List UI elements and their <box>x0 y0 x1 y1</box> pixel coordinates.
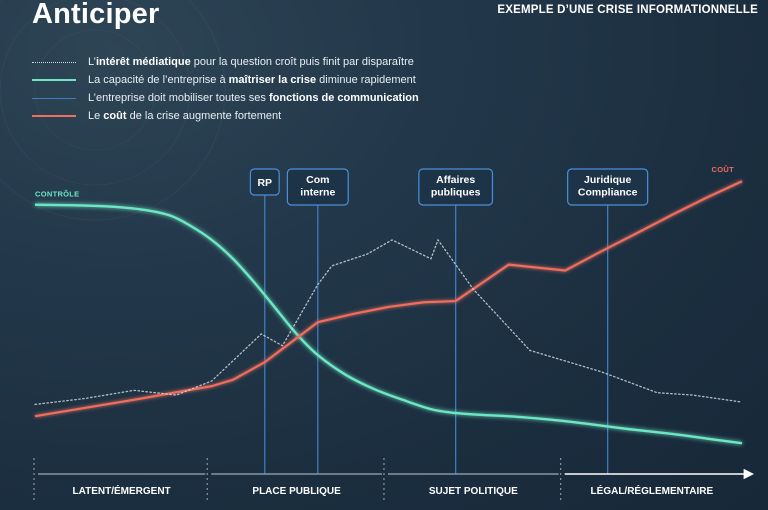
phase-axis: LATENT/ÉMERGENT PLACE PUBLIQUE SUJET POLIT… <box>33 458 755 500</box>
series-line-control <box>34 203 743 445</box>
function-label-affaires-publiques: Affaires publiques <box>431 174 481 199</box>
decor-arc <box>0 0 226 221</box>
legend-item-cost: Le coût de la crise augmente fortement <box>32 107 419 125</box>
legend-item-control: La capacité de l’entreprise à maîtriser … <box>32 71 419 89</box>
phase-label-place-publique: PLACE PUBLIQUE <box>252 486 341 497</box>
decor-arc <box>35 30 155 150</box>
series-label-control: CONTRÔLE <box>35 190 79 199</box>
legend-text-communication: L’entreprise doit mobiliser toutes ses f… <box>88 92 419 104</box>
page-title: Anticiper <box>32 0 160 30</box>
page-subtitle: EXEMPLE D’UNE CRISE INFORMATIONNELLE <box>497 4 758 16</box>
decor-arc <box>0 0 191 186</box>
communication-functions: RP Com interne Affaires publiques Juridique Co… <box>249 168 649 474</box>
function-box-juridique-compliance <box>567 168 649 206</box>
legend-text-cost: Le coût de la crise augmente fortement <box>88 110 282 122</box>
legend-swatch-cost <box>32 115 76 117</box>
phase-label-legal-reglementaire: LÉGAL/RÉGLEMENTAIRE <box>591 484 714 497</box>
legend: L’intérêt médiatique pour la question cr… <box>32 53 419 125</box>
series-label-cost: COÛT <box>712 165 735 174</box>
function-box-com-interne <box>286 168 349 206</box>
legend-swatch-communication <box>32 97 76 99</box>
series-line-cost <box>34 180 743 418</box>
phase-label-sujet-politique: SUJET POLITIQUE <box>429 486 518 497</box>
legend-swatch-control <box>32 79 76 81</box>
phase-label-latent-emergent: LATENT/ÉMERGENT <box>73 484 171 497</box>
legend-swatch-media <box>32 61 76 63</box>
function-box-rp <box>249 168 280 196</box>
function-label-rp: RP <box>257 177 272 189</box>
series-lines: CONTRÔLE COÛT <box>34 165 743 445</box>
legend-item-media: L’intérêt médiatique pour la question cr… <box>32 53 419 71</box>
function-label-juridique-compliance: Juridique Compliance <box>578 174 638 199</box>
legend-text-media: L’intérêt médiatique pour la question cr… <box>88 56 414 68</box>
legend-item-communication: L’entreprise doit mobiliser toutes ses f… <box>32 89 419 107</box>
legend-text-control: La capacité de l’entreprise à maîtriser … <box>88 74 416 86</box>
function-label-com-interne: Com interne <box>300 174 335 199</box>
series-line-media <box>34 238 743 406</box>
function-box-affaires-publiques <box>418 168 494 206</box>
background-arcs <box>0 0 226 221</box>
